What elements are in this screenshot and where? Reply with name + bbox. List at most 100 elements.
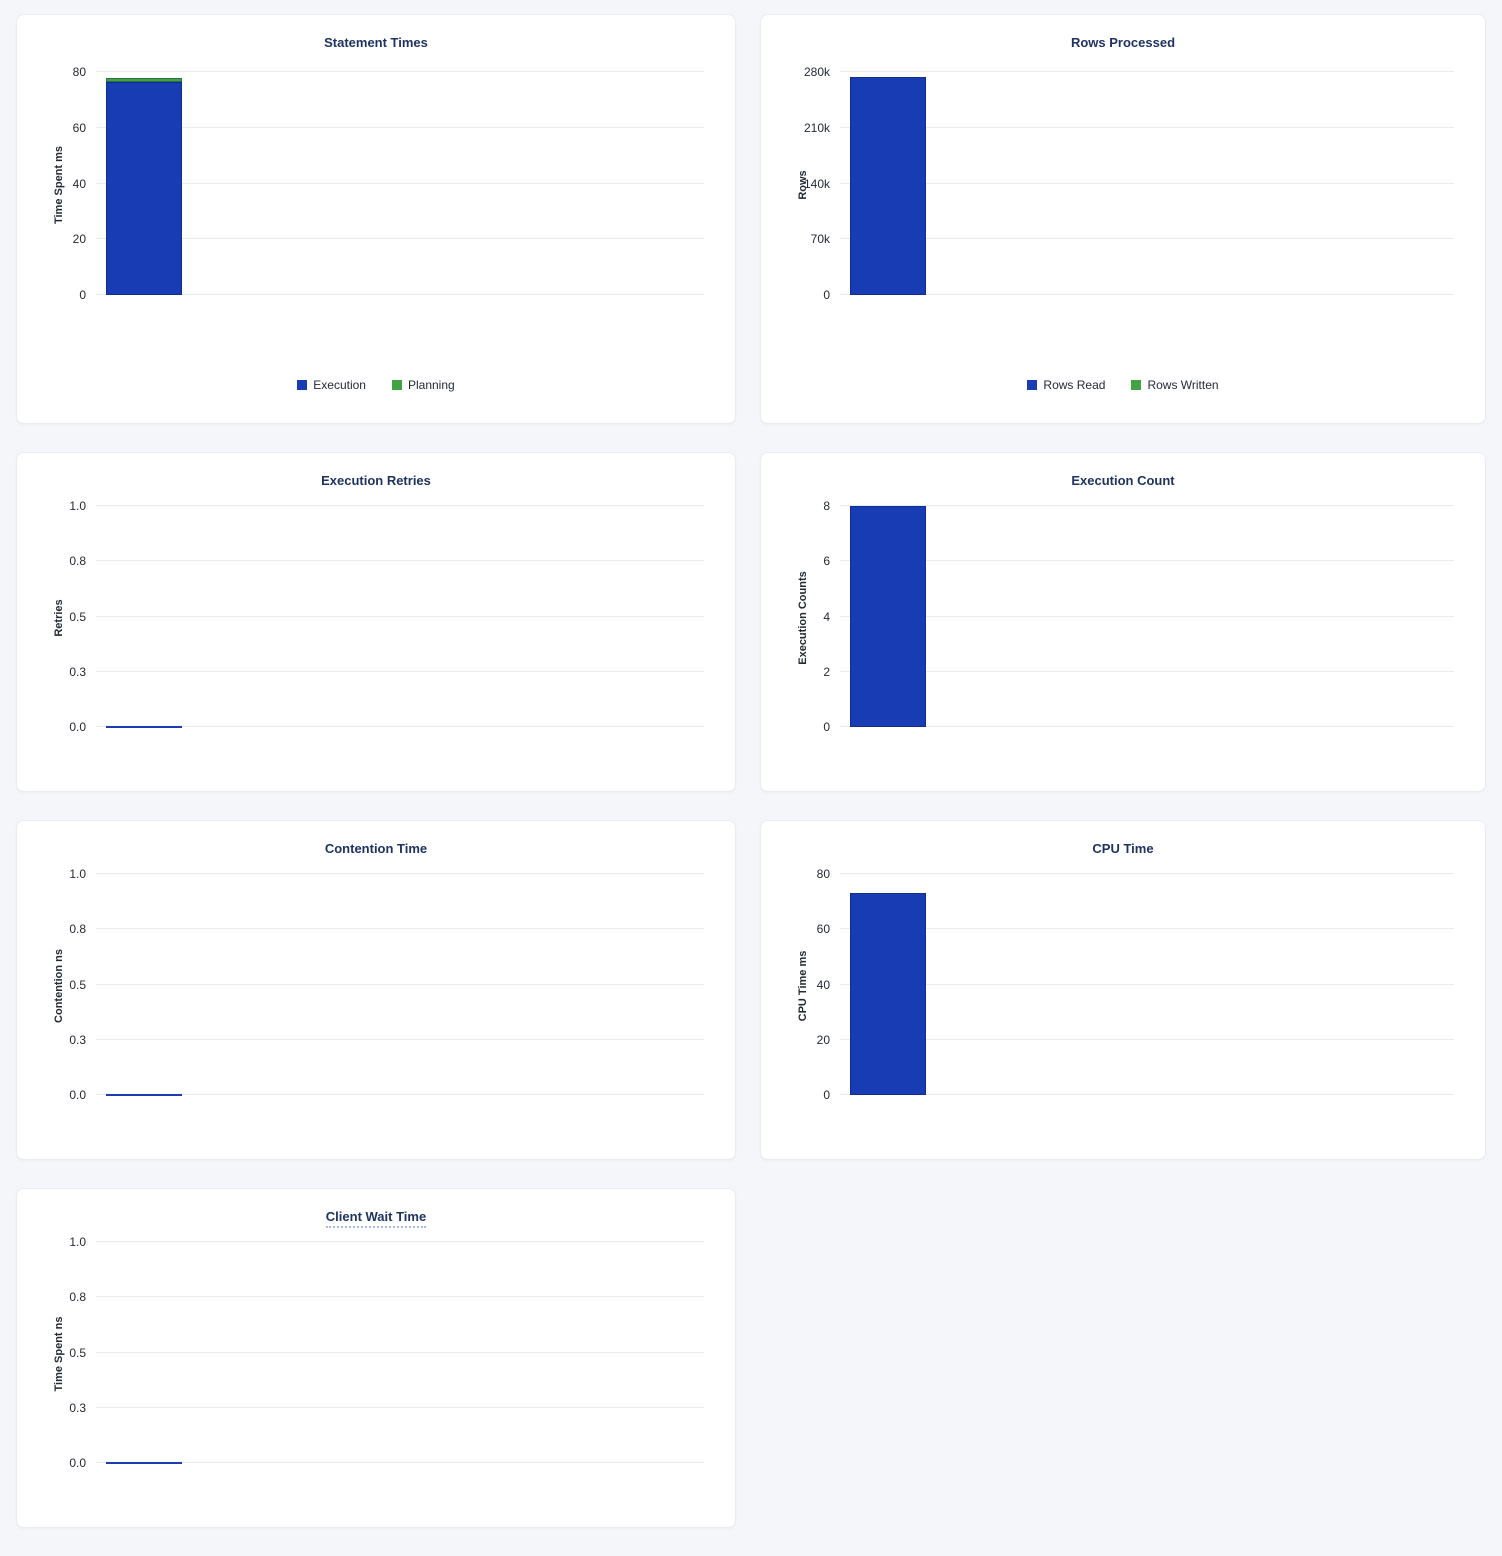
y-tick-label: 0.8 (69, 922, 86, 937)
legend-swatch (1027, 380, 1038, 390)
chart-title-tooltip-trigger[interactable]: Client Wait Time (325, 1209, 427, 1228)
y-tick-label: 0 (823, 720, 830, 734)
zero-value-bar (106, 726, 182, 728)
bar-planning (106, 77, 182, 82)
gridline (96, 1241, 704, 1242)
y-tick-label: 0.3 (69, 664, 86, 679)
y-tick-label: 0.5 (69, 977, 86, 992)
legend-item-planning[interactable]: Planning (391, 378, 455, 392)
gridline (96, 873, 704, 874)
chart-title-text: Contention Time (324, 841, 428, 856)
y-tick-label: 40 (72, 176, 86, 191)
gridline (840, 928, 1454, 930)
y-tick-label: 0 (823, 288, 830, 302)
legend-label: Rows Read (1043, 378, 1106, 392)
chart-title: CPU Time (761, 841, 1485, 856)
chart-legend: Rows Read Rows Written (761, 378, 1485, 392)
y-tick-label: 4 (823, 609, 830, 624)
gridline (96, 71, 704, 72)
y-tick-label: 40 (816, 977, 830, 992)
gridline (96, 126, 704, 128)
gridline (96, 983, 704, 985)
plot-area: 0 70k 140k 210k 280k (804, 66, 1454, 301)
gridline (96, 1038, 704, 1040)
y-tick-label: 60 (816, 922, 830, 937)
plot-area: 0.0 0.3 0.5 0.8 1.0 (69, 1236, 704, 1469)
gridline (96, 505, 704, 506)
chart-title: Rows Processed (761, 35, 1485, 50)
chart-title: Execution Retries (17, 473, 735, 488)
gridline (840, 238, 1454, 240)
gridline (96, 1296, 704, 1298)
gridline (96, 615, 704, 617)
gridline (96, 238, 704, 240)
y-tick-label: 280k (803, 65, 830, 79)
plot-area: 0 20 40 60 80 (817, 868, 1454, 1101)
legend-label: Planning (407, 378, 455, 392)
y-axis-label: Retries (53, 599, 65, 637)
chart-title-text: Execution Retries (321, 473, 431, 488)
chart-title-text: Statement Times (324, 35, 428, 50)
y-tick-label: 0.5 (69, 1345, 86, 1360)
gridline (840, 560, 1454, 562)
chart-title-text: Execution Count (1071, 473, 1175, 488)
y-tick-label: 20 (72, 232, 86, 247)
y-axis-label: Time Spent ns (53, 1316, 65, 1392)
gridline (840, 615, 1454, 617)
y-tick-label: 1.0 (69, 867, 86, 881)
gridline (96, 294, 704, 295)
chart-panel-contention-time: Contention Time Contention ns 0.0 0.3 0.5 0.8… (16, 820, 736, 1160)
chart-panel-cpu-time: CPU Time CPU Time ms 0 20 40 60 80 (760, 820, 1486, 1160)
chart-panel-rows-processed: Rows Processed Rows 0 70k 140k 210k 280k Rows R… (760, 14, 1486, 424)
gridline (840, 873, 1454, 874)
plot-area: 0.0 0.3 0.5 0.8 1.0 (69, 868, 704, 1101)
y-tick-label: 2 (823, 664, 830, 679)
y-tick-label: 0.5 (69, 609, 86, 624)
bar-execution-count (850, 506, 926, 727)
legend-swatch (297, 380, 308, 390)
y-tick-label: 0.8 (69, 1290, 86, 1305)
gridline (840, 505, 1454, 506)
gridline (96, 670, 704, 672)
gridline (840, 726, 1454, 727)
legend-item-rows-read[interactable]: Rows Read (1027, 378, 1105, 392)
legend-item-execution[interactable]: Execution (297, 378, 366, 392)
y-tick-label: 20 (816, 1032, 830, 1047)
legend-label: Execution (313, 378, 366, 392)
y-tick-label: 0.8 (69, 554, 86, 569)
chart-legend: Execution Planning (17, 378, 735, 392)
y-tick-label: 0 (79, 288, 86, 302)
y-tick-label: 8 (823, 499, 830, 513)
chart-panel-statement-times: Statement Times Time Spent ms 0 20 40 60 80 Exe… (16, 14, 736, 424)
gridline (840, 983, 1454, 985)
chart-panel-execution-count: Execution Count Execution Counts 0 2 4 6 8 (760, 452, 1486, 792)
y-tick-label: 0.0 (69, 1456, 86, 1470)
y-tick-label: 0.3 (69, 1032, 86, 1047)
plot-area: 0 2 4 6 8 (823, 500, 1454, 733)
gridline (96, 726, 704, 727)
gridline (96, 1462, 704, 1463)
gridline (840, 1094, 1454, 1095)
y-tick-label: 1.0 (69, 1235, 86, 1249)
bar-rows-read (850, 76, 926, 295)
gridline (96, 1094, 704, 1095)
y-tick-label: 70k (810, 232, 830, 247)
zero-value-bar (106, 1462, 182, 1464)
y-axis-label: Time Spent ms (53, 145, 65, 225)
gridline (840, 126, 1454, 128)
legend-swatch (1131, 380, 1142, 390)
legend-swatch (391, 380, 402, 390)
y-tick-label: 0.0 (69, 720, 86, 734)
y-tick-label: 0 (823, 1088, 830, 1102)
chart-panel-execution-retries: Execution Retries Retries 0.0 0.3 0.5 0.8 1.0 (16, 452, 736, 792)
plot-area: 0.0 0.3 0.5 0.8 1.0 (69, 500, 704, 733)
gridline (96, 1351, 704, 1353)
y-axis-label: Contention ns (53, 949, 65, 1023)
gridline (96, 560, 704, 562)
chart-title: Execution Count (761, 473, 1485, 488)
y-tick-label: 60 (72, 120, 86, 135)
chart-title: Client Wait Time (17, 1209, 735, 1228)
gridline (840, 294, 1454, 295)
gridline (840, 1038, 1454, 1040)
legend-item-rows-written[interactable]: Rows Written (1131, 378, 1219, 392)
